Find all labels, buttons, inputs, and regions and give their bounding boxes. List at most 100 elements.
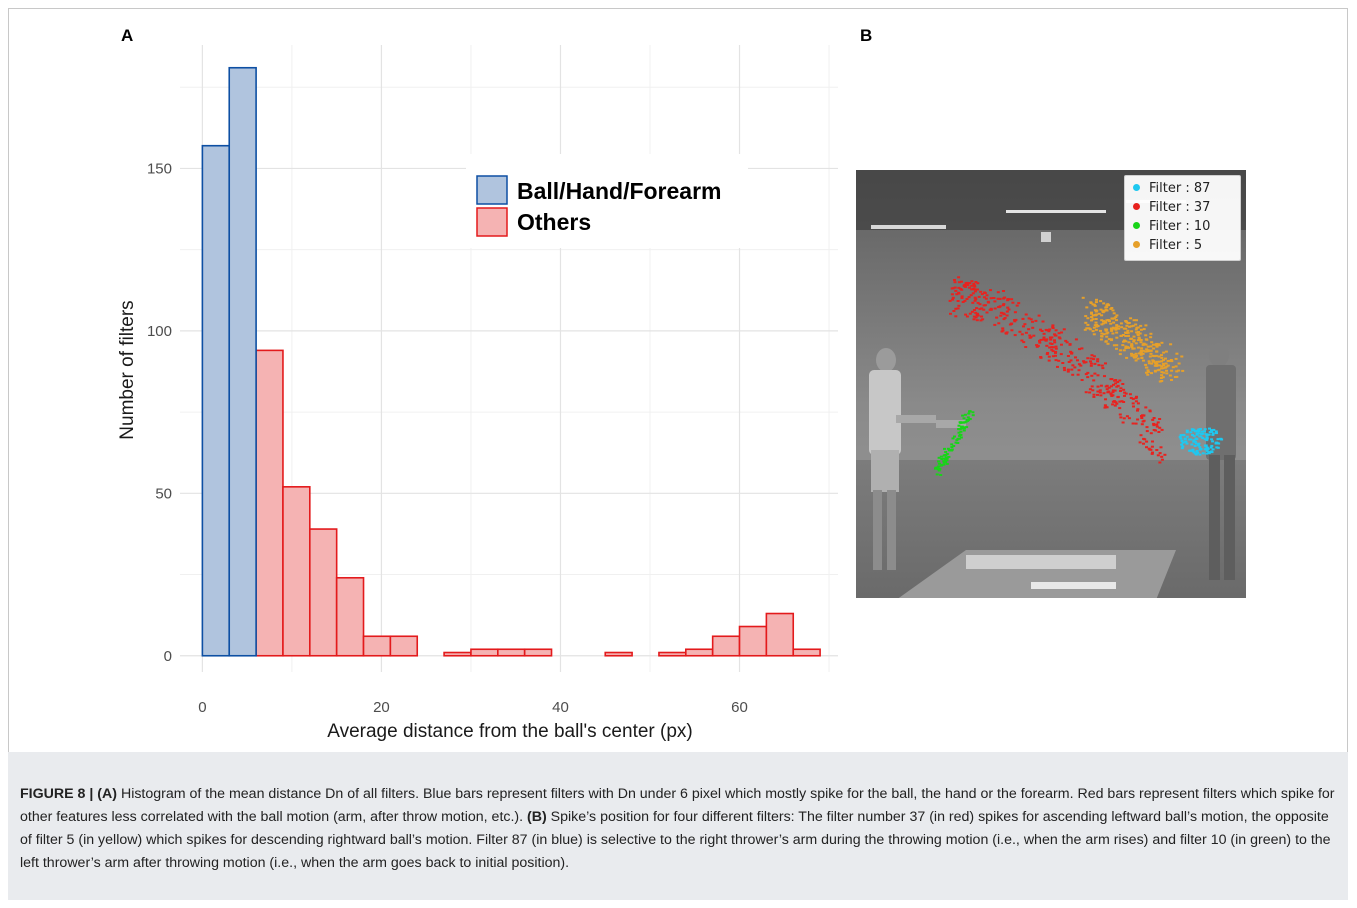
spike-point [1210, 429, 1213, 432]
caption-text-a: Histogram of the mean distance Dn of all… [20, 786, 1335, 825]
bar-others [497, 648, 526, 657]
spike-point [1130, 346, 1134, 348]
spike-point [1198, 432, 1202, 435]
spike-point [1145, 348, 1149, 351]
spike-point [1057, 336, 1061, 339]
spike-point [953, 279, 956, 281]
spike-point [1210, 444, 1214, 447]
spike-point [1122, 388, 1126, 391]
spike-point [1020, 333, 1024, 336]
spike-point [1013, 319, 1017, 321]
spike-point [989, 297, 993, 300]
spike-point [1136, 333, 1140, 336]
spike-point [1118, 407, 1122, 410]
spike-point [1136, 346, 1140, 349]
spike-point [1145, 371, 1148, 374]
spike-point [1116, 381, 1120, 383]
spike-point [1102, 320, 1105, 323]
spike-point [1048, 328, 1052, 331]
y-tick-label: 150 [147, 160, 172, 177]
spike-point [1123, 394, 1126, 397]
spike-point [1096, 374, 1100, 377]
spike-point [1185, 442, 1189, 445]
spike-point [1151, 451, 1154, 454]
spike-point [952, 445, 956, 447]
spike-point [942, 457, 946, 460]
spike-point [975, 307, 979, 310]
spike-point [973, 290, 977, 293]
x-tick-label: 40 [552, 699, 569, 716]
bar-others [792, 648, 821, 657]
spike-point [1099, 384, 1103, 387]
spike-point [1212, 428, 1216, 431]
spike-point [1130, 330, 1134, 333]
spike-point [1144, 406, 1148, 409]
spike-point [1028, 334, 1032, 337]
spike-point [1005, 314, 1009, 317]
spike-point [1192, 451, 1196, 454]
spike-point [976, 312, 979, 315]
spike-point [963, 299, 967, 302]
spike-point [1155, 345, 1159, 348]
spike-point [1199, 428, 1202, 430]
spike-point [1217, 442, 1221, 445]
spike-point [942, 460, 946, 463]
spike-point [1088, 388, 1092, 391]
bar-others [389, 635, 419, 657]
spike-point [1023, 323, 1027, 326]
spike-point [1002, 303, 1006, 306]
spike-point [1101, 310, 1105, 313]
spike-point [1219, 437, 1223, 440]
spike-point [1042, 332, 1046, 335]
spike-point [1101, 367, 1105, 370]
spike-point [1003, 296, 1007, 299]
spike-point [1155, 362, 1159, 365]
spike-point [1198, 453, 1202, 456]
spike-point [1183, 437, 1187, 440]
spike-point [1074, 338, 1078, 341]
spike-point [1146, 369, 1150, 372]
spike-point [1086, 323, 1090, 326]
spike-point [996, 297, 1000, 300]
spike-point [1125, 331, 1129, 334]
spike-point [1094, 318, 1098, 320]
x-axis-label: Average distance from the ball's center … [327, 721, 693, 742]
spike-point [1122, 401, 1126, 403]
spike-point [1109, 393, 1113, 396]
caption-background [8, 752, 1348, 900]
spike-point [1064, 339, 1068, 342]
spike-point [1151, 440, 1154, 443]
legend-label-others: Others [517, 209, 591, 235]
spike-point [1175, 370, 1179, 373]
spike-point [1116, 396, 1120, 399]
spike-point [961, 427, 965, 430]
spike-point [1203, 448, 1207, 451]
spike-point [1156, 421, 1160, 424]
bar-others [282, 486, 311, 657]
spike-point [1062, 328, 1066, 331]
spike-point [1015, 304, 1019, 307]
spike-point [1007, 308, 1011, 311]
spike-point [1098, 391, 1102, 394]
spike-point [1205, 436, 1209, 439]
spike-point [1149, 349, 1153, 352]
spike-point [1066, 370, 1070, 373]
spike-point [954, 307, 958, 310]
spike-point [985, 311, 989, 314]
spike-point [1021, 317, 1025, 320]
spike-point [968, 418, 972, 420]
spike-point [959, 436, 963, 439]
spike-point [1204, 445, 1208, 447]
spike-point [954, 441, 958, 444]
spike-point [1155, 364, 1159, 367]
spike-point [968, 312, 972, 315]
spike-point [1024, 313, 1028, 316]
spike-point [1010, 329, 1014, 332]
spike-point [1070, 351, 1074, 354]
spike-point [1144, 363, 1148, 366]
spike-point [1093, 362, 1097, 365]
y-tick-label: 50 [155, 485, 172, 502]
spike-point [1125, 324, 1129, 327]
spike-point [1189, 431, 1193, 434]
spike-point [995, 316, 999, 319]
